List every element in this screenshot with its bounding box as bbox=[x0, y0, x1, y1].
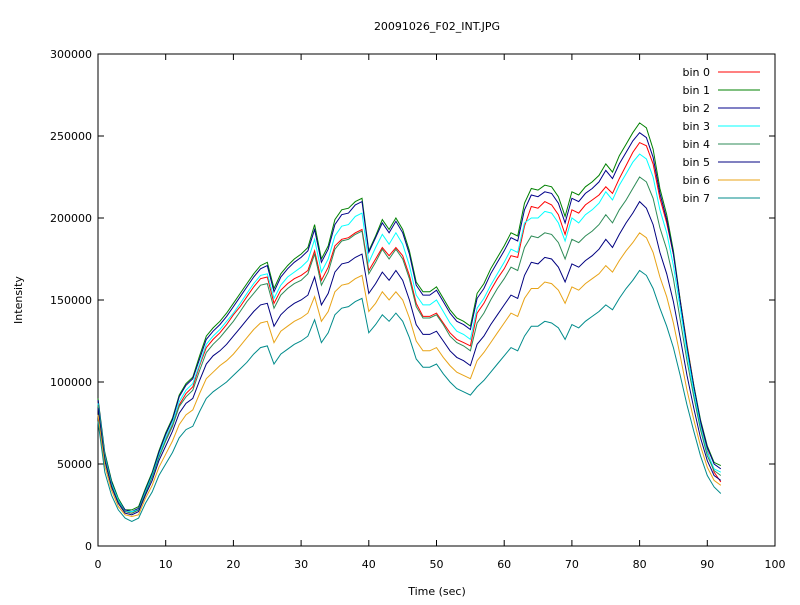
x-tick-label: 50 bbox=[430, 558, 444, 571]
x-tick-label: 90 bbox=[700, 558, 714, 571]
x-tick-label: 80 bbox=[633, 558, 647, 571]
legend-label: bin 3 bbox=[682, 120, 710, 133]
series-line-bin-6 bbox=[97, 232, 722, 518]
y-tick-label: 50000 bbox=[57, 458, 92, 471]
series-line-bin-0 bbox=[97, 141, 722, 514]
y-tick-label: 300000 bbox=[50, 48, 92, 61]
y-tick-label: 150000 bbox=[50, 294, 92, 307]
x-tick-label: 70 bbox=[565, 558, 579, 571]
legend-label: bin 2 bbox=[682, 102, 710, 115]
x-tick-label: 40 bbox=[362, 558, 376, 571]
series-line-bin-5 bbox=[97, 200, 722, 516]
series-line-bin-2 bbox=[97, 132, 722, 513]
series-line-bin-4 bbox=[97, 176, 722, 514]
legend-label: bin 1 bbox=[682, 84, 710, 97]
x-tick-label: 20 bbox=[226, 558, 240, 571]
legend: bin 0 bin 1 bin 2 bin 3 bin 4 bin 5 bin 6 bin 7 bbox=[682, 66, 760, 205]
x-axis-title: Time (sec) bbox=[407, 585, 466, 598]
x-tick-label: 0 bbox=[95, 558, 102, 571]
x-tick-label: 100 bbox=[765, 558, 786, 571]
legend-label: bin 6 bbox=[682, 174, 710, 187]
y-tick-label: 250000 bbox=[50, 130, 92, 143]
y-tick-label: 200000 bbox=[50, 212, 92, 225]
chart-title: 20091026_F02_INT.JPG bbox=[374, 20, 500, 33]
legend-label: bin 4 bbox=[682, 138, 710, 151]
legend-label: bin 7 bbox=[682, 192, 710, 205]
axis-ticks: 0 10 20 30 40 50 60 70 80 90 100 0 50000 100000 150000… bbox=[50, 48, 786, 571]
series-line-bin-7 bbox=[97, 269, 722, 522]
x-tick-label: 60 bbox=[497, 558, 511, 571]
x-tick-label: 10 bbox=[159, 558, 173, 571]
y-tick-label: 0 bbox=[85, 540, 92, 553]
x-tick-label: 30 bbox=[294, 558, 308, 571]
legend-label: bin 5 bbox=[682, 156, 710, 169]
y-tick-label: 100000 bbox=[50, 376, 92, 389]
series-lines bbox=[97, 122, 722, 522]
series-line-bin-3 bbox=[97, 153, 722, 513]
y-axis-title: Intensity bbox=[12, 276, 25, 324]
legend-label: bin 0 bbox=[682, 66, 710, 79]
series-line-bin-1 bbox=[97, 122, 722, 511]
